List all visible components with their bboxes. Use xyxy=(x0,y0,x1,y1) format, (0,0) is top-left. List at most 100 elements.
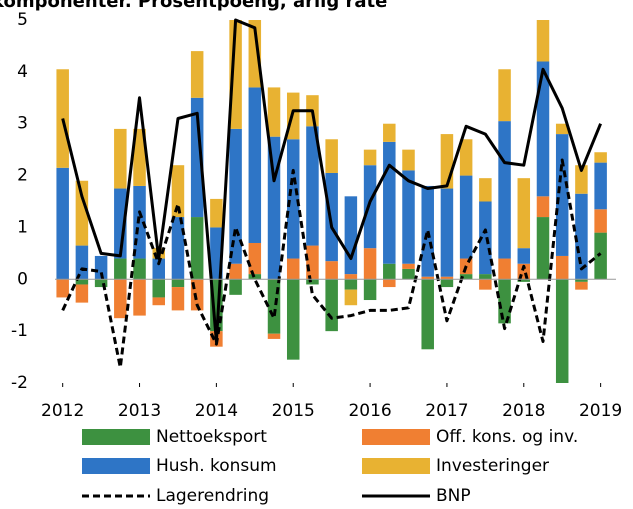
bar-segment xyxy=(479,201,492,275)
bar-segment xyxy=(114,258,127,280)
y-tick-label: 1 xyxy=(17,217,28,237)
y-tick-label: 5 xyxy=(17,10,28,30)
bar-segment xyxy=(555,255,569,280)
bar-segment xyxy=(306,126,319,246)
bar-segment xyxy=(536,20,550,62)
bar-segment xyxy=(152,297,165,306)
legend-swatch xyxy=(362,429,430,445)
bar-segment xyxy=(498,69,511,122)
y-tick-label: -1 xyxy=(11,321,28,341)
bar-segment xyxy=(402,268,415,280)
bar-segment xyxy=(325,139,338,173)
bar-segment xyxy=(479,274,492,280)
bar-segment xyxy=(575,165,588,194)
bar-segment xyxy=(536,217,550,280)
bar-segment xyxy=(594,232,607,280)
bar-segment xyxy=(267,87,281,137)
bar-segment xyxy=(594,162,607,210)
bar-segment xyxy=(421,279,434,350)
x-tick-label: 2017 xyxy=(425,401,468,421)
y-tick-label: 3 xyxy=(17,114,28,134)
bar-segment xyxy=(402,263,415,269)
bar-segment xyxy=(190,97,204,218)
bar-segment xyxy=(133,128,146,186)
bar-segment xyxy=(383,123,396,142)
bar-segment xyxy=(56,167,69,280)
bar-segment xyxy=(555,123,569,135)
bar-segment xyxy=(383,263,396,280)
x-tick-label: 2012 xyxy=(41,401,84,421)
bar-segment xyxy=(75,284,89,303)
bar-segment xyxy=(306,279,319,285)
bar-segment xyxy=(229,279,242,295)
bar-segment xyxy=(248,242,262,275)
bar-segment xyxy=(133,258,146,280)
x-tick-label: 2014 xyxy=(195,401,238,421)
bar-segment xyxy=(133,279,146,316)
bar-segment xyxy=(517,248,531,264)
bar-segment xyxy=(286,279,300,360)
bar-segment xyxy=(363,248,377,280)
bar-segment xyxy=(286,258,300,280)
bar-segment xyxy=(190,217,204,280)
bar-segment xyxy=(517,279,531,282)
bar-segment xyxy=(75,180,89,246)
bar-segment xyxy=(363,165,377,249)
bar-segment xyxy=(286,139,300,259)
bar-segment xyxy=(536,196,550,218)
bar-segment xyxy=(229,128,242,264)
legend-label: Nettoeksport xyxy=(156,427,267,447)
bar-segment xyxy=(459,175,473,259)
bar-segment xyxy=(440,134,454,189)
bar-segment xyxy=(325,261,338,280)
bar-segment xyxy=(421,276,434,280)
bar-segment xyxy=(248,87,262,243)
legend-label: Hush. konsum xyxy=(156,456,277,476)
bar-segment xyxy=(171,165,185,218)
bar-segment xyxy=(344,274,358,280)
bar-segment xyxy=(363,279,377,301)
bar-segment xyxy=(498,121,511,259)
bar-segment xyxy=(210,198,223,228)
bar-segment xyxy=(56,279,69,298)
legend-label: Off. kons. og inv. xyxy=(436,427,578,447)
bar-segment xyxy=(459,139,473,176)
bar-segment xyxy=(479,178,492,202)
bar-segment xyxy=(229,20,242,129)
bar-segment xyxy=(440,279,454,288)
bar-segment xyxy=(498,279,511,324)
bar-segment xyxy=(75,279,89,285)
bar-segment xyxy=(575,281,588,290)
legend-label: BNP xyxy=(436,486,471,506)
bar-segment xyxy=(325,172,338,262)
y-tick-label: -2 xyxy=(11,373,28,393)
bar-segment xyxy=(594,152,607,163)
bar-segment xyxy=(575,279,588,282)
bar-segment xyxy=(517,178,531,249)
x-tick-label: 2015 xyxy=(272,401,315,421)
bar-segment xyxy=(75,245,89,280)
bar-segment xyxy=(171,217,185,280)
x-tick-label: 2016 xyxy=(348,401,391,421)
bar-segment xyxy=(114,128,127,189)
bar-segment xyxy=(383,141,396,264)
bar-segment xyxy=(306,245,319,280)
bar-segment xyxy=(344,289,358,306)
legend-swatch xyxy=(362,458,430,474)
bar-segment xyxy=(171,279,185,288)
x-tick-label: 2013 xyxy=(118,401,161,421)
bar-segment xyxy=(248,20,262,88)
legend-label: Investeringer xyxy=(436,456,549,476)
x-tick-label: 2018 xyxy=(502,401,545,421)
bar-segment xyxy=(479,279,492,290)
bar-segment xyxy=(555,279,569,383)
line-series xyxy=(61,158,602,369)
bar-segment xyxy=(440,188,454,277)
bar-segment xyxy=(171,287,185,311)
bar-segment xyxy=(229,263,242,280)
bar-segment xyxy=(325,279,338,332)
bar-segment xyxy=(344,279,358,290)
bar-segment xyxy=(152,258,165,280)
chart-title: komponenter. Prosentpoeng, årlig rate xyxy=(0,0,387,12)
bar-segment xyxy=(363,149,377,166)
